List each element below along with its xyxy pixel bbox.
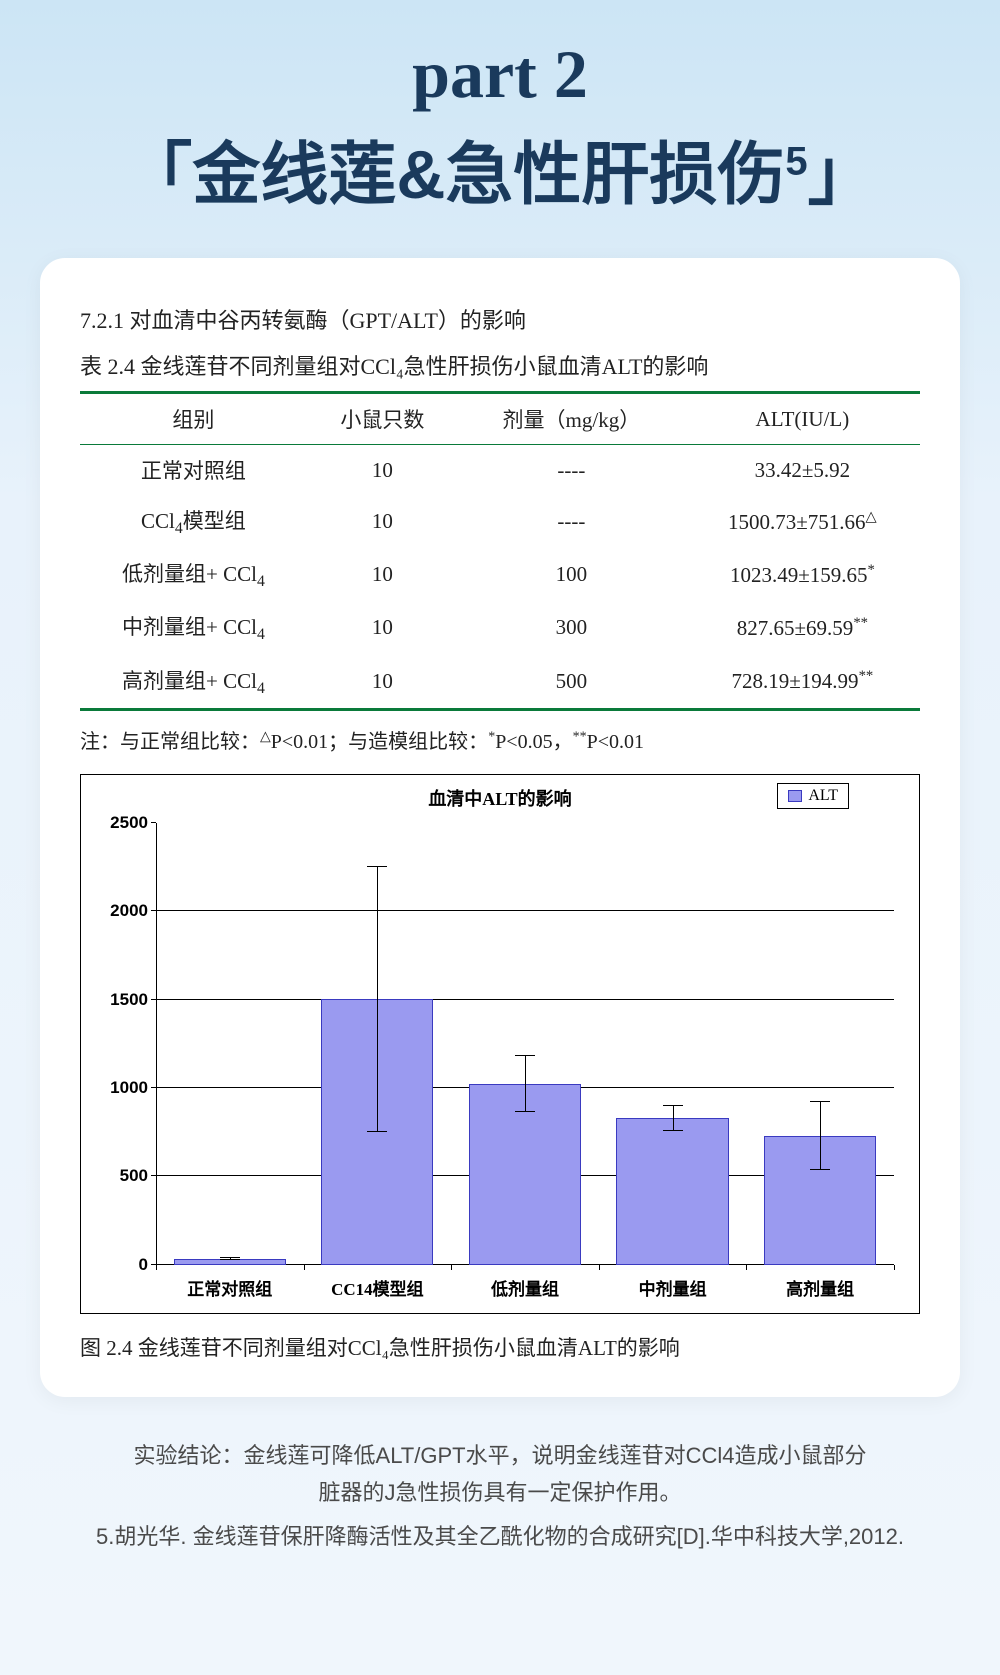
- cell-alt: 728.19±194.99**: [685, 655, 920, 710]
- page-title: 「金线莲&急性肝损伤5」: [0, 119, 1000, 218]
- cell-n: 10: [307, 548, 458, 601]
- bars-row: 正常对照组CC14模型组低剂量组中剂量组高剂量组: [156, 823, 894, 1265]
- bar: [616, 1118, 728, 1264]
- plot-area: 05001000150020002500正常对照组CC14模型组低剂量组中剂量组…: [156, 823, 894, 1265]
- table-row: 正常对照组10----33.42±5.92: [80, 445, 920, 496]
- chart-legend: ALT: [777, 783, 849, 809]
- x-tick-mark: [304, 1265, 305, 1270]
- col-header-alt: ALT(IU/L): [685, 393, 920, 445]
- cell-group: 低剂量组+ CCl4: [80, 548, 307, 601]
- error-cap-top: [515, 1055, 535, 1056]
- bar-slot: 高剂量组: [746, 823, 894, 1265]
- error-cap-bottom: [810, 1169, 830, 1170]
- content-card: 7.2.1 对血清中谷丙转氨酶（GPT/ALT）的影响 表 2.4 金线莲苷不同…: [40, 258, 960, 1397]
- x-tick-label: 高剂量组: [746, 1275, 894, 1300]
- table-footnote: 注：与正常组比较：△P<0.01；与造模组比较：*P<0.05，**P<0.01: [80, 725, 920, 754]
- x-tick-mark: [894, 1265, 895, 1270]
- cell-alt: 33.42±5.92: [685, 445, 920, 496]
- cell-group: 中剂量组+ CCl4: [80, 601, 307, 654]
- cell-dose: 500: [458, 655, 685, 710]
- bar-slot: 低剂量组: [451, 823, 599, 1265]
- y-tick-label: 1500: [110, 990, 148, 1010]
- error-cap-top: [220, 1257, 240, 1258]
- col-header-group: 组别: [80, 393, 307, 445]
- page-header: part 2 「金线莲&急性肝损伤5」: [0, 0, 1000, 218]
- cell-dose: 300: [458, 601, 685, 654]
- figure-caption: 图 2.4 金线莲苷不同剂量组对CCl₄急性肝损伤小鼠血清ALT的影响: [80, 1332, 920, 1362]
- error-bar: [377, 867, 378, 1133]
- table-row: CCl4模型组10----1500.73±751.66△: [80, 495, 920, 548]
- cell-n: 10: [307, 655, 458, 710]
- cell-dose: 100: [458, 548, 685, 601]
- error-cap-top: [663, 1105, 683, 1106]
- conclusion-line-1: 实验结论：金线莲可降低ALT/GPT水平，说明金线莲苷对CCl4造成小鼠部分: [60, 1437, 940, 1474]
- cell-alt: 1500.73±751.66△: [685, 495, 920, 548]
- error-bar: [673, 1106, 674, 1131]
- col-header-dose: 剂量（mg/kg）: [458, 393, 685, 445]
- x-tick-label: 正常对照组: [156, 1275, 304, 1300]
- legend-label: ALT: [808, 787, 838, 805]
- legend-swatch: [788, 790, 802, 802]
- cell-group: 高剂量组+ CCl4: [80, 655, 307, 710]
- bar-slot: 正常对照组: [156, 823, 304, 1265]
- section-heading: 7.2.1 对血清中谷丙转氨酶（GPT/ALT）的影响: [80, 303, 920, 335]
- bar-slot: 中剂量组: [599, 823, 747, 1265]
- table-row: 高剂量组+ CCl410500728.19±194.99**: [80, 655, 920, 710]
- page-footer: 实验结论：金线莲可降低ALT/GPT水平，说明金线莲苷对CCl4造成小鼠部分 脏…: [60, 1437, 940, 1555]
- col-header-n: 小鼠只数: [307, 393, 458, 445]
- cell-dose: ----: [458, 495, 685, 548]
- cell-group: 正常对照组: [80, 445, 307, 496]
- cell-n: 10: [307, 601, 458, 654]
- table-row: 中剂量组+ CCl410300827.65±69.59**: [80, 601, 920, 654]
- table-header-row: 组别 小鼠只数 剂量（mg/kg） ALT(IU/L): [80, 393, 920, 445]
- error-cap-bottom: [515, 1111, 535, 1112]
- y-tick-label: 2500: [110, 813, 148, 833]
- error-bar: [820, 1102, 821, 1171]
- cell-group: CCl4模型组: [80, 495, 307, 548]
- alt-bar-chart: 血清中ALT的影响 ALT 05001000150020002500正常对照组C…: [80, 774, 920, 1314]
- cell-alt: 827.65±69.59**: [685, 601, 920, 654]
- error-cap-top: [810, 1101, 830, 1102]
- error-cap-top: [367, 866, 387, 867]
- error-cap-bottom: [367, 1131, 387, 1132]
- x-tick-label: 低剂量组: [451, 1275, 599, 1300]
- conclusion-line-2: 脏器的J急性损伤具有一定保护作用。: [60, 1474, 940, 1511]
- x-tick-mark: [451, 1265, 452, 1270]
- x-tick-label: CC14模型组: [304, 1275, 452, 1300]
- bar-slot: CC14模型组: [304, 823, 452, 1265]
- y-tick-label: 1000: [110, 1078, 148, 1098]
- error-cap-bottom: [663, 1130, 683, 1131]
- cell-n: 10: [307, 445, 458, 496]
- part-label: part 2: [0, 35, 1000, 114]
- alt-data-table: 组别 小鼠只数 剂量（mg/kg） ALT(IU/L) 正常对照组10----3…: [80, 391, 920, 711]
- table-title: 表 2.4 金线莲苷不同剂量组对CCl₄急性肝损伤小鼠血清ALT的影响: [80, 349, 920, 381]
- cell-alt: 1023.49±159.65*: [685, 548, 920, 601]
- y-tick-label: 0: [139, 1255, 148, 1275]
- x-tick-mark: [746, 1265, 747, 1270]
- table-row: 低剂量组+ CCl4101001023.49±159.65*: [80, 548, 920, 601]
- x-tick-label: 中剂量组: [599, 1275, 747, 1300]
- y-tick-label: 2000: [110, 901, 148, 921]
- citation: 5.胡光华. 金线莲苷保肝降酶活性及其全乙酰化物的合成研究[D].华中科技大学,…: [60, 1518, 940, 1555]
- error-cap-bottom: [220, 1259, 240, 1260]
- cell-dose: ----: [458, 445, 685, 496]
- x-tick-mark: [156, 1265, 157, 1270]
- cell-n: 10: [307, 495, 458, 548]
- y-tick-label: 500: [120, 1166, 148, 1186]
- error-bar: [525, 1056, 526, 1112]
- x-tick-mark: [599, 1265, 600, 1270]
